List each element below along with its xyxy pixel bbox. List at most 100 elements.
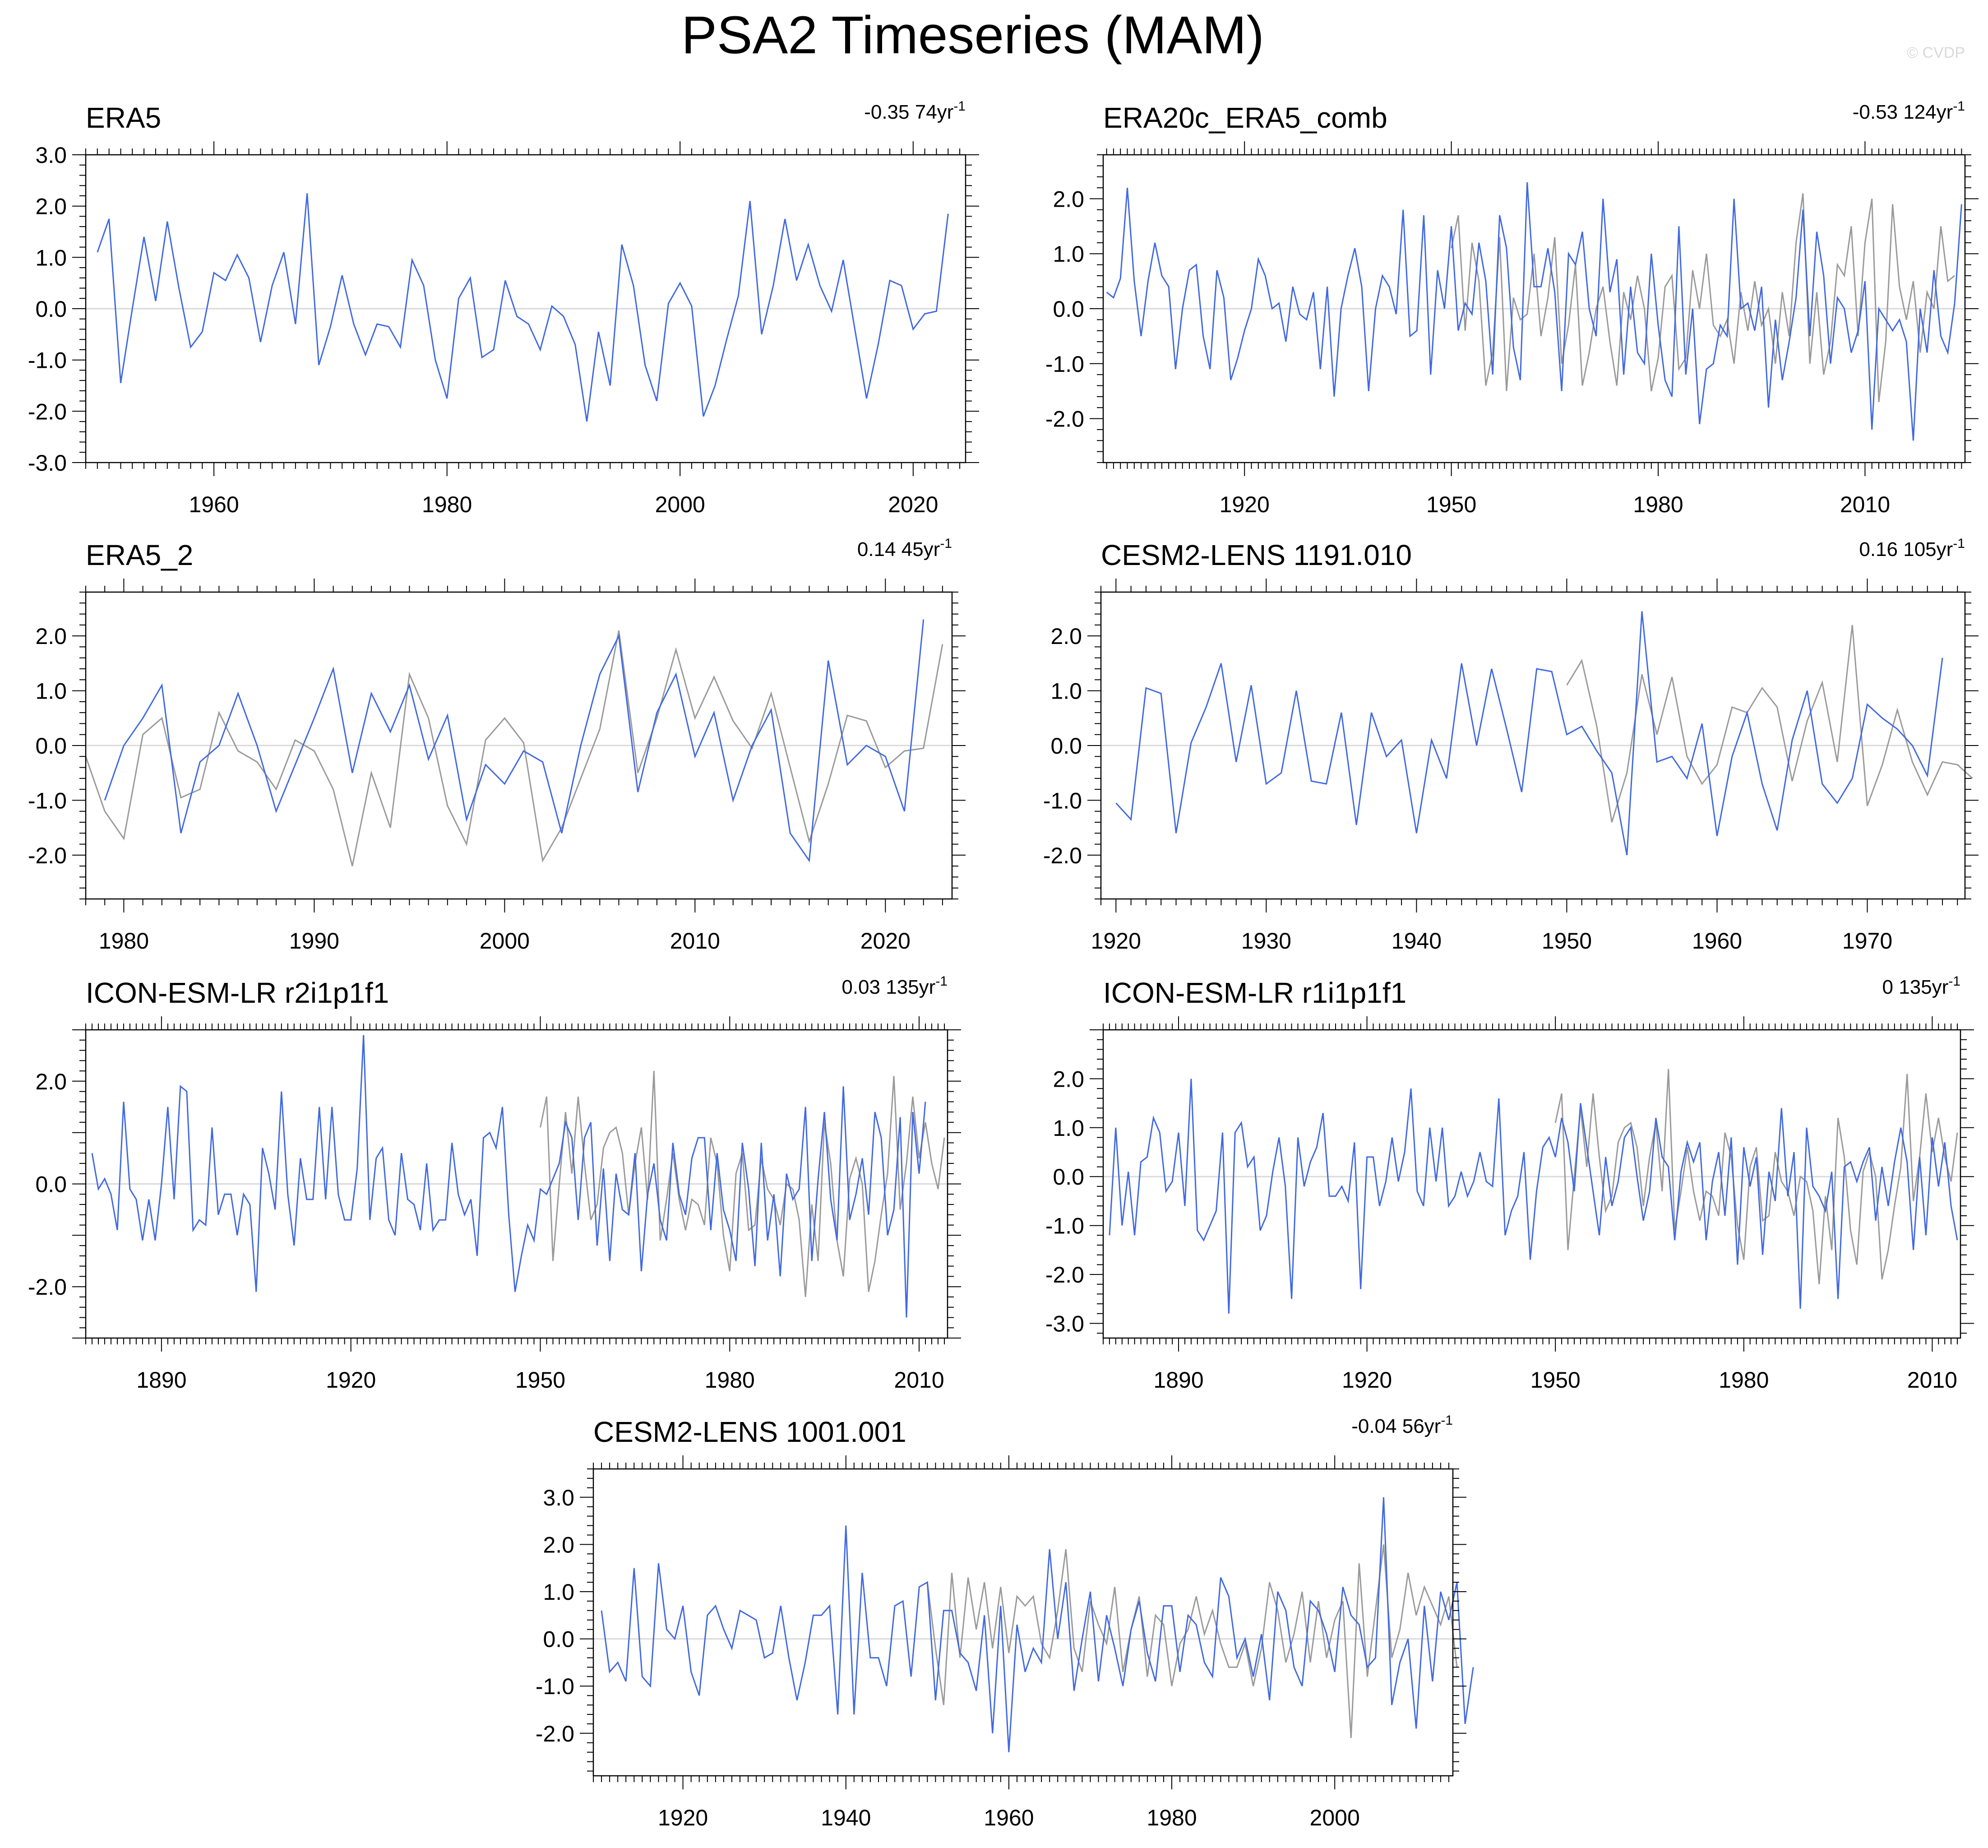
x-tick-label: 1920 (1091, 928, 1141, 954)
trend-exponent: -1 (1948, 974, 1960, 989)
trend-exponent: -1 (940, 536, 952, 551)
trend-label: -0.35 74yr-1 (864, 99, 966, 123)
y-tick-label: -2.0 (28, 1274, 67, 1300)
y-axis-ticks (1087, 592, 1979, 899)
y-tick-label: 1.0 (543, 1579, 574, 1605)
y-tick-label: -1.0 (1043, 788, 1082, 813)
y-tick-label: -1.0 (28, 788, 67, 813)
series-line-secondary (1566, 625, 1973, 823)
plot-frame (1102, 1029, 1961, 1339)
panel-title: ICON-ESM-LR r1i1p1f1 (1103, 977, 1406, 1009)
trend-label: -0.04 56yr-1 (1351, 1413, 1453, 1437)
panel-6: ICON-ESM-LR r1i1p1f1 0 135yr-1 1890 1920 195… (1045, 974, 1974, 1393)
y-tick-label: -1.0 (536, 1674, 574, 1699)
plot-frame (592, 1468, 1454, 1777)
x-axis-ticks (85, 141, 961, 476)
series-line-primary (601, 1497, 1474, 1752)
y-axis-ticks (1090, 154, 1979, 463)
x-axis-ticks (1106, 141, 1962, 476)
series-line-secondary (1554, 1069, 1958, 1284)
y-tick-label: 2.0 (1053, 1066, 1084, 1092)
x-tick-label: 1950 (1542, 928, 1592, 954)
x-tick-label: 1920 (1220, 492, 1270, 517)
y-tick-label: -2.0 (1043, 843, 1082, 868)
series-line-primary (1109, 1079, 1958, 1314)
trend-exponent: -1 (1441, 1413, 1453, 1428)
figure-title: PSA2 Timeseries (MAM) (681, 5, 1264, 65)
trend-value: -0.04 (1351, 1415, 1402, 1437)
x-tick-label: 2010 (1840, 492, 1890, 517)
y-tick-label: -1.0 (1045, 1213, 1084, 1239)
series-line-primary (1106, 182, 1962, 441)
y-tick-label: 0.0 (543, 1627, 574, 1652)
panel-1: ERA5 -0.35 74yr-1 1960 1980 2000 2020 3.0 2.0 1.… (28, 99, 979, 517)
trend-span: 135yr (1899, 976, 1948, 998)
x-tick-label: 1980 (422, 492, 472, 517)
trend-label: -0.53 124yr-1 (1853, 99, 1965, 123)
panel-title: ICON-ESM-LR r2i1p1f1 (86, 977, 389, 1009)
series-line-secondary (85, 630, 943, 866)
x-tick-label: 1980 (1633, 492, 1683, 517)
y-tick-label: -3.0 (28, 450, 67, 476)
y-tick-label: 0.0 (1050, 733, 1082, 759)
y-tick-label: -1.0 (28, 348, 67, 373)
trend-value: 0.03 (841, 976, 886, 998)
x-tick-label: 2010 (1907, 1367, 1957, 1393)
x-axis-ticks (1103, 1016, 1958, 1352)
x-tick-label: 1960 (984, 1805, 1034, 1830)
panel-7: CESM2-LENS 1001.001 -0.04 56yr-1 1920 1940 1… (536, 1413, 1474, 1830)
y-tick-label: -2.0 (28, 399, 67, 424)
y-tick-label: 2.0 (543, 1532, 574, 1557)
y-tick-label: 0.0 (35, 1172, 67, 1197)
panel-2: ERA20c_ERA5_comb -0.53 124yr-1 1920 1950 198… (1045, 99, 1979, 517)
y-tick-label: 2.0 (35, 1069, 67, 1094)
trend-span: 105yr (1903, 538, 1953, 560)
y-axis-ticks (72, 592, 966, 899)
y-tick-label: 3.0 (543, 1485, 574, 1510)
trend-span: 56yr (1402, 1415, 1441, 1437)
y-tick-label: -1.0 (1045, 352, 1084, 377)
trend-label: 0 135yr-1 (1882, 974, 1960, 998)
x-tick-label: 1980 (99, 928, 149, 954)
panel-title: ERA20c_ERA5_comb (1103, 102, 1387, 134)
panel-5: ICON-ESM-LR r2i1p1f1 0.03 135yr-1 1890 1920… (28, 974, 961, 1393)
x-tick-label: 2000 (1310, 1805, 1360, 1830)
trend-value: 0.16 (1859, 538, 1903, 560)
trend-span: 124yr (1903, 101, 1953, 123)
trend-value: -0.53 (1853, 101, 1904, 123)
y-axis-ticks (72, 1029, 961, 1339)
x-tick-label: 1940 (821, 1805, 871, 1830)
x-tick-label: 2010 (670, 928, 720, 954)
x-tick-label: 2010 (894, 1367, 944, 1393)
y-tick-label: 2.0 (1053, 186, 1084, 212)
y-tick-label: 1.0 (1053, 241, 1084, 267)
y-tick-label: -2.0 (1045, 407, 1084, 432)
x-tick-label: 1920 (658, 1805, 708, 1830)
x-axis-ticks (593, 1455, 1449, 1789)
x-tick-label: 1890 (1153, 1367, 1203, 1393)
x-tick-label: 2000 (655, 492, 705, 517)
series-line-primary (104, 619, 925, 863)
x-tick-label: 1890 (136, 1367, 186, 1393)
x-tick-label: 1980 (1147, 1805, 1197, 1830)
y-tick-label: 1.0 (35, 679, 67, 704)
y-tick-label: 1.0 (1053, 1116, 1084, 1141)
panel-title: CESM2-LENS 1191.010 (1101, 539, 1412, 571)
y-axis-ticks (580, 1468, 1466, 1772)
x-tick-label: 1920 (1342, 1367, 1392, 1393)
x-tick-label: 2020 (888, 492, 938, 517)
x-tick-label: 1960 (1692, 928, 1742, 954)
x-tick-label: 2020 (860, 928, 911, 954)
y-tick-label: 3.0 (35, 143, 67, 168)
y-tick-label: -2.0 (1045, 1262, 1084, 1288)
panel-title: ERA5_2 (86, 539, 193, 571)
series-line-primary (91, 1035, 926, 1318)
panel-4: CESM2-LENS 1191.010 0.16 105yr-1 1920 1930 1… (1043, 536, 1979, 954)
x-tick-label: 1930 (1241, 928, 1291, 954)
y-tick-label: 1.0 (1050, 679, 1082, 704)
trend-label: 0.16 105yr-1 (1859, 536, 1965, 560)
trend-exponent: -1 (1953, 99, 1965, 114)
trend-label: 0.03 135yr-1 (841, 974, 948, 998)
